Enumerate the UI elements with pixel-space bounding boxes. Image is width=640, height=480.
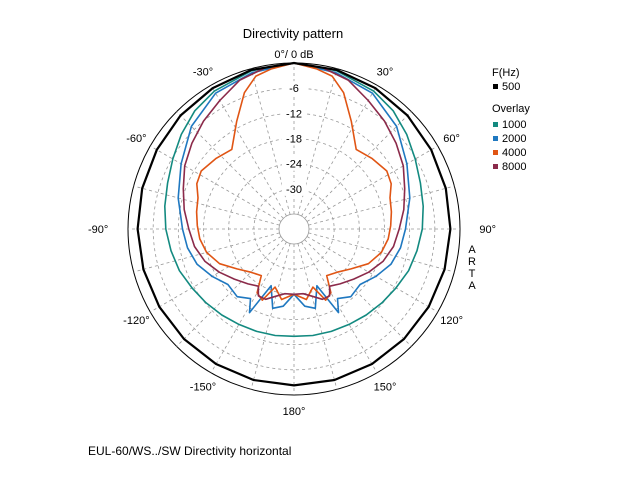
ring-12db — [177, 112, 411, 346]
spoke-165 — [297, 243, 338, 390]
polar-chart: Directivity pattern 0°/ 0 dB -6 -12 -18 -24… — [88, 26, 530, 418]
legend: F(Hz) Overlay 500 1000 2000 4000 8000 — [492, 67, 530, 173]
legend-swatch-8000 — [493, 164, 498, 169]
ring-label-bg — [282, 156, 306, 171]
spoke-105 — [308, 232, 455, 273]
spoke-120 — [306, 236, 438, 313]
angle-label-minus90: -90° — [88, 224, 108, 236]
ring-label-bg — [282, 181, 306, 196]
spoke-300 — [150, 145, 282, 222]
ring-label-bg — [282, 81, 306, 96]
chart-caption: EUL-60/WS../SW Directivity horizontal — [88, 444, 292, 458]
legend-overlay-title: Overlay — [492, 103, 530, 115]
angle-label-90: 90° — [479, 224, 496, 236]
angle-label-30: 30° — [377, 66, 394, 78]
curve-500hz — [136, 61, 452, 387]
spoke-195 — [250, 243, 291, 390]
legend-item-2000: 2000 — [502, 133, 526, 145]
curve-1000hz — [164, 62, 424, 338]
angle-label-60: 60° — [443, 133, 460, 145]
legend-item-4000: 4000 — [502, 147, 526, 159]
chart-title: Directivity pattern — [243, 26, 343, 41]
spoke-285 — [133, 185, 280, 226]
spoke-75 — [308, 185, 455, 226]
legend-swatch-1000 — [493, 122, 498, 127]
spoke-240 — [150, 236, 282, 313]
spoke-135 — [304, 239, 412, 347]
spoke-255 — [133, 232, 280, 273]
directivity-curves — [136, 61, 452, 387]
legend-swatch-4000 — [493, 150, 498, 155]
angle-label-minus150: -150° — [190, 382, 216, 394]
angle-label-150: 150° — [374, 382, 397, 394]
ring-6db — [152, 87, 436, 371]
angle-label-minus30: -30° — [193, 66, 213, 78]
legend-item-8000: 8000 — [502, 161, 526, 173]
ring-label-18: -18 — [286, 134, 302, 146]
legend-swatch-500 — [493, 84, 498, 89]
legend-item-1000: 1000 — [502, 119, 526, 131]
spoke-330 — [210, 85, 287, 217]
side-label-letter: T — [469, 268, 476, 280]
legend-freq-title: F(Hz) — [492, 67, 520, 79]
angle-label-minus60: -60° — [126, 133, 146, 145]
angle-label-180: 180° — [283, 406, 306, 418]
legend-swatch-2000 — [493, 136, 498, 141]
ring-label-30: -30 — [286, 184, 302, 196]
curve-8000hz — [182, 62, 406, 301]
side-label-letter: R — [468, 256, 476, 268]
spoke-315 — [176, 111, 284, 219]
spoke-45 — [304, 111, 412, 219]
db-ring-labels: -6 -12 -18 -24 -30 — [282, 81, 306, 196]
spoke-150 — [301, 241, 378, 373]
spoke-210 — [210, 241, 287, 373]
zero-angle-label: 0°/ 0 dB — [274, 49, 313, 61]
ring-label-bg — [282, 131, 306, 146]
spoke-225 — [176, 239, 284, 347]
angle-label-minus120: -120° — [123, 315, 149, 327]
ring-18db — [203, 138, 385, 320]
inner-circle — [278, 213, 310, 245]
angle-labels: -30° 30° -60° 60° -90° 90° -120° 120° -150° 150° 1… — [88, 66, 496, 418]
ring-label-24: -24 — [286, 159, 302, 171]
ring-label-12: -12 — [286, 108, 302, 120]
ring-label-bg — [282, 106, 306, 121]
angle-label-120: 120° — [440, 315, 463, 327]
spoke-30 — [301, 85, 378, 217]
ring-label-6: -6 — [289, 83, 299, 95]
legend-item-500: 500 — [502, 81, 520, 93]
spoke-60 — [306, 145, 438, 222]
side-label-letter: A — [468, 280, 476, 292]
side-label-letter: A — [468, 244, 476, 256]
